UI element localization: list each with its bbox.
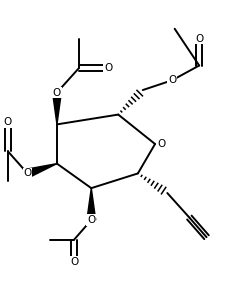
- Text: O: O: [52, 88, 61, 98]
- Text: O: O: [156, 139, 165, 149]
- Text: O: O: [104, 63, 112, 73]
- Polygon shape: [52, 92, 61, 124]
- Text: O: O: [194, 34, 202, 43]
- Text: O: O: [4, 117, 12, 127]
- Text: O: O: [168, 75, 176, 85]
- Polygon shape: [26, 164, 57, 178]
- Text: O: O: [87, 215, 95, 225]
- Text: O: O: [23, 168, 32, 179]
- Text: O: O: [70, 257, 78, 267]
- Polygon shape: [86, 188, 95, 220]
